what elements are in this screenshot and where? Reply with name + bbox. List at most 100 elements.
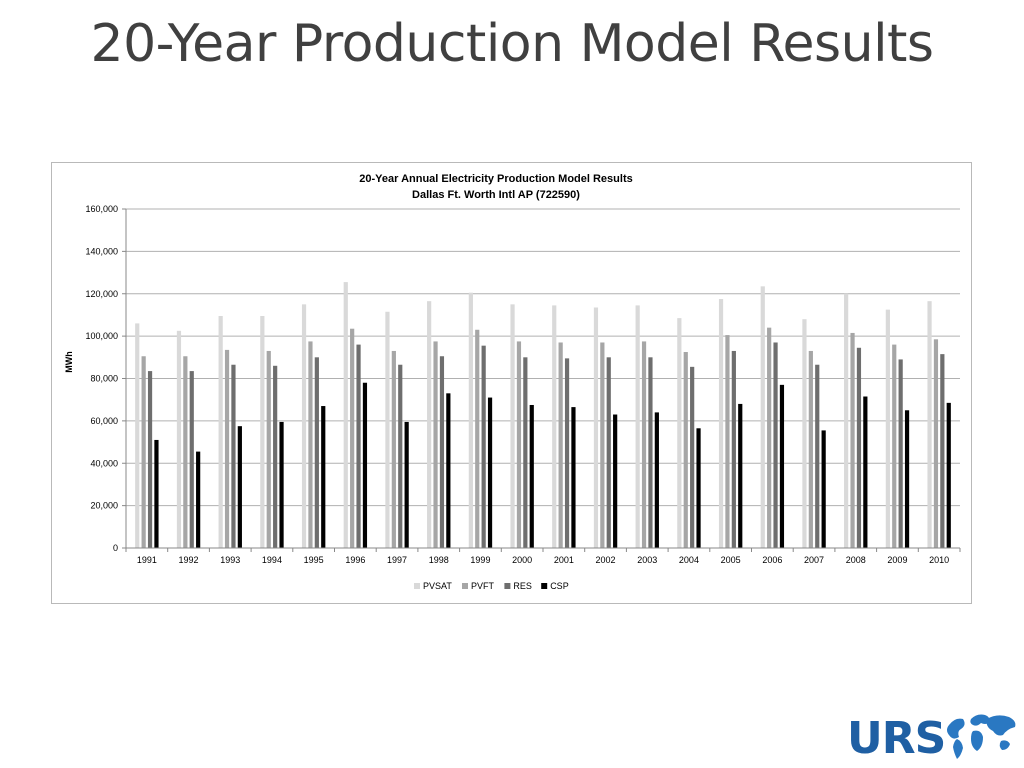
y-tick-label: 0 [113, 543, 118, 553]
bar-csp-2000 [529, 404, 534, 548]
y-tick-label: 160,000 [85, 204, 118, 214]
bar-pvft-2007 [808, 350, 813, 548]
bar-res-1993 [231, 364, 236, 548]
bar-pvsat-1993 [218, 315, 223, 548]
x-tick-label: 2007 [804, 555, 824, 565]
x-tick-label: 1997 [387, 555, 407, 565]
bar-pvsat-2010 [927, 301, 932, 548]
bar-pvsat-2006 [760, 286, 765, 548]
bar-res-1997 [398, 364, 403, 548]
legend-swatch-pvft [462, 583, 468, 589]
legend-label-csp: CSP [550, 581, 569, 591]
legend-label-pvft: PVFT [471, 581, 495, 591]
x-tick-label: 2002 [596, 555, 616, 565]
x-tick-label: 1995 [304, 555, 324, 565]
bar-pvft-1992 [183, 356, 188, 548]
bar-pvft-1998 [433, 341, 438, 548]
bar-pvft-2005 [725, 335, 730, 548]
bar-csp-1991 [154, 439, 159, 548]
x-tick-label: 1996 [345, 555, 365, 565]
bar-csp-2005 [738, 403, 743, 548]
x-tick-label: 2001 [554, 555, 574, 565]
bar-pvsat-2001 [552, 305, 557, 548]
bar-res-2000 [523, 357, 528, 548]
bar-pvsat-2009 [885, 309, 890, 548]
bar-res-1991 [147, 371, 153, 548]
bar-res-2007 [815, 364, 820, 548]
bar-csp-2003 [654, 412, 659, 548]
bar-csp-2002 [613, 414, 618, 548]
bar-res-1996 [356, 344, 361, 548]
bar-pvsat-1991 [135, 323, 140, 548]
bar-pvft-2009 [892, 344, 897, 548]
x-tick-label: 2004 [679, 555, 699, 565]
chart-title: 20-Year Annual Electricity Production Mo… [359, 173, 632, 185]
bar-res-1994 [273, 365, 278, 548]
x-tick-label: 2008 [846, 555, 866, 565]
bar-pvft-2006 [767, 327, 772, 548]
bar-csp-2001 [571, 407, 576, 548]
y-tick-label: 120,000 [85, 289, 118, 299]
bar-csp-1993 [237, 426, 242, 548]
bar-pvft-1995 [308, 341, 313, 548]
bar-pvsat-1999 [468, 292, 473, 548]
bar-pvft-2001 [558, 342, 563, 548]
legend-swatch-csp [541, 583, 548, 589]
bar-res-1998 [439, 356, 445, 548]
logo-text: URS [847, 713, 945, 764]
bar-pvsat-1997 [385, 311, 390, 548]
chart-frame: 20-Year Annual Electricity Production Mo… [51, 162, 972, 604]
bar-pvsat-1998 [427, 301, 432, 548]
bar-pvft-1993 [224, 349, 230, 548]
bar-csp-1995 [321, 406, 326, 548]
y-tick-label: 140,000 [85, 246, 118, 256]
bar-csp-1996 [362, 382, 368, 548]
y-tick-label: 100,000 [85, 331, 118, 341]
x-tick-label: 1991 [137, 555, 157, 565]
bar-csp-2009 [904, 410, 910, 548]
x-tick-label: 1993 [220, 555, 240, 565]
x-tick-label: 1998 [429, 555, 449, 565]
bar-csp-2008 [863, 396, 868, 548]
bar-pvsat-1995 [301, 304, 307, 548]
bar-pvsat-2008 [844, 293, 849, 548]
bar-pvsat-2007 [802, 319, 807, 548]
bar-csp-2006 [779, 384, 785, 548]
bar-csp-1997 [404, 421, 409, 548]
bar-csp-2004 [696, 428, 701, 548]
legend-label-res: RES [513, 581, 532, 591]
bar-pvsat-2004 [677, 318, 682, 548]
bar-res-2003 [648, 357, 653, 548]
bar-res-2006 [773, 342, 778, 548]
bar-res-1992 [189, 371, 194, 548]
x-tick-label: 2003 [637, 555, 657, 565]
bar-pvsat-2003 [635, 305, 640, 548]
x-tick-label: 2010 [929, 555, 949, 565]
x-tick-label: 2005 [721, 555, 741, 565]
globe-map-icon [947, 714, 1016, 759]
bar-csp-2010 [946, 402, 951, 548]
bar-pvft-2002 [600, 342, 605, 548]
bar-csp-1999 [487, 397, 493, 548]
bar-pvft-1994 [266, 350, 271, 548]
bar-pvft-2000 [516, 341, 522, 548]
x-tick-label: 2000 [512, 555, 532, 565]
bar-chart: 20-Year Annual Electricity Production Mo… [64, 173, 961, 591]
bar-pvft-2008 [850, 332, 855, 548]
bar-res-2001 [564, 358, 570, 548]
x-tick-label: 1994 [262, 555, 282, 565]
bar-pvsat-1996 [343, 282, 348, 548]
chart-subtitle: Dallas Ft. Worth Intl AP (722590) [412, 189, 580, 201]
bar-res-1995 [314, 357, 319, 548]
bar-csp-1998 [446, 393, 451, 548]
y-tick-label: 20,000 [90, 501, 118, 511]
x-tick-label: 2006 [762, 555, 782, 565]
y-tick-label: 80,000 [90, 374, 118, 384]
bar-res-2009 [898, 359, 903, 548]
y-axis-label: MWh [64, 351, 74, 373]
legend-label-pvsat: PVSAT [423, 581, 452, 591]
x-tick-label: 1992 [179, 555, 199, 565]
bar-res-2010 [940, 354, 945, 548]
bar-res-2004 [690, 366, 695, 548]
bar-pvft-1996 [350, 328, 355, 548]
